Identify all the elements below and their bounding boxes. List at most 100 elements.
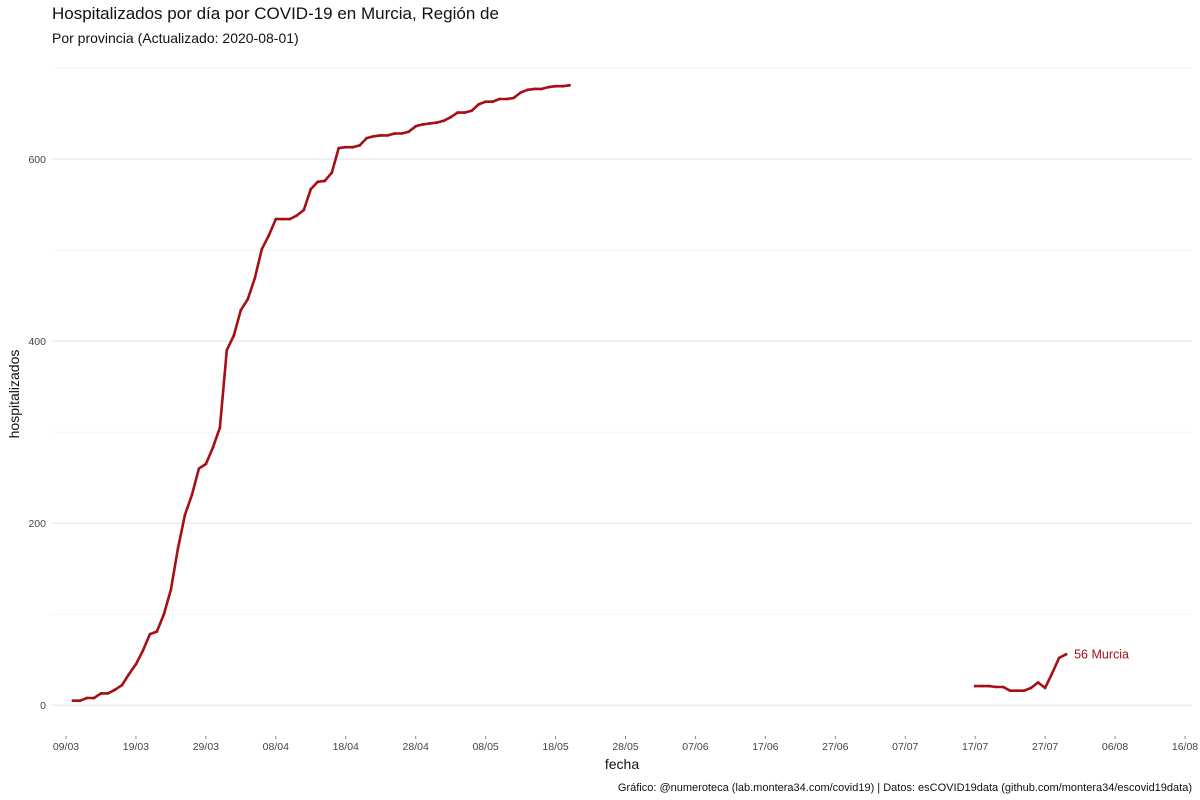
data-point [980,684,984,688]
data-point [78,699,82,703]
data-point [253,276,257,280]
data-point [365,136,369,140]
data-point [1015,689,1019,693]
x-tick-label: 29/03 [193,741,219,753]
grid-lines [52,67,1192,706]
data-point [484,100,487,104]
x-tick-label: 28/04 [403,741,429,753]
data-point [498,97,501,101]
data-point [302,208,306,212]
data-point [519,91,522,94]
data-point [344,145,348,149]
data-point [316,180,320,184]
data-point [477,103,480,106]
data-point [155,630,159,633]
data-point [71,699,75,703]
x-tick-label: 07/06 [682,741,708,753]
data-point [1043,686,1047,690]
data-point [330,171,334,175]
data-point [120,683,124,687]
data-point [260,247,264,251]
data-point [99,692,103,695]
data-point [540,87,543,91]
x-tick-label: 27/06 [822,741,848,753]
data-point [470,109,473,113]
x-tick-label: 17/06 [752,741,778,753]
data-point [1050,672,1054,675]
series-line-murcia [71,84,571,702]
data-point [1029,686,1033,690]
data-point [85,696,89,700]
data-point [393,132,397,135]
x-tick-label: 07/07 [892,741,918,753]
data-point [351,145,355,149]
data-point [428,122,432,125]
data-point [204,462,208,466]
data-point [246,297,250,301]
data-point [337,146,341,150]
data-point [554,84,557,88]
data-point [197,467,201,470]
data-point [148,632,152,636]
data-point [113,688,117,692]
data-point [92,696,96,700]
x-tick-label: 17/07 [962,741,988,753]
data-point [994,685,998,689]
x-tick-label: 09/03 [53,741,79,753]
data-point [281,217,285,221]
data-point [463,111,466,114]
data-point [267,234,271,237]
y-tick-label: 600 [28,154,46,166]
data-point [386,134,390,137]
data-point [127,672,131,676]
data-point [232,334,236,337]
data-point [309,187,313,191]
chart-caption: Gráfico: @numeroteca (lab.montera34.com/… [617,782,1192,794]
x-axis-ticks: 09/03 19/03 29/03 08/04 18/04 28/04 08/05 18/05… [53,736,1198,753]
chart-title: Hospitalizados por día por COVID-19 en M… [52,4,499,23]
data-point [1064,652,1068,656]
data-point [169,588,173,591]
data-point [176,547,180,551]
data-point [274,217,278,221]
data-point [414,124,418,128]
data-point [1022,689,1026,693]
x-tick-label: 18/04 [333,741,359,753]
y-axis-title: hospitalizados [6,350,22,439]
data-point [372,134,376,138]
data-point [568,83,571,87]
x-tick-label: 18/05 [542,741,568,753]
series-end-label: 56 Murcia [1074,647,1129,661]
chart-subtitle: Por provincia (Actualizado: 2020-08-01) [52,30,299,46]
data-point [512,96,515,100]
data-point [1008,689,1012,693]
data-point [379,134,383,137]
data-point [456,111,459,114]
data-point [134,662,138,666]
data-point [987,684,991,688]
x-tick-label: 27/07 [1032,741,1058,753]
y-tick-label: 200 [28,518,46,530]
y-tick-label: 0 [40,700,46,712]
data-point [295,214,299,217]
data-point [225,348,229,352]
data-point [407,130,411,134]
series-layer [71,83,1068,703]
data-point [106,692,110,695]
data-point [183,513,187,517]
x-tick-label: 08/05 [472,741,498,753]
data-point [218,426,222,429]
data-point [141,649,145,652]
data-point [1057,656,1061,660]
data-point [449,115,453,119]
data-point [323,179,327,183]
data-point [1036,681,1040,684]
x-tick-label: 28/05 [612,741,638,753]
data-point [526,88,529,92]
data-point [561,84,564,88]
data-point [505,97,508,101]
data-point [435,121,439,124]
data-point [211,446,215,449]
data-point [288,217,292,221]
